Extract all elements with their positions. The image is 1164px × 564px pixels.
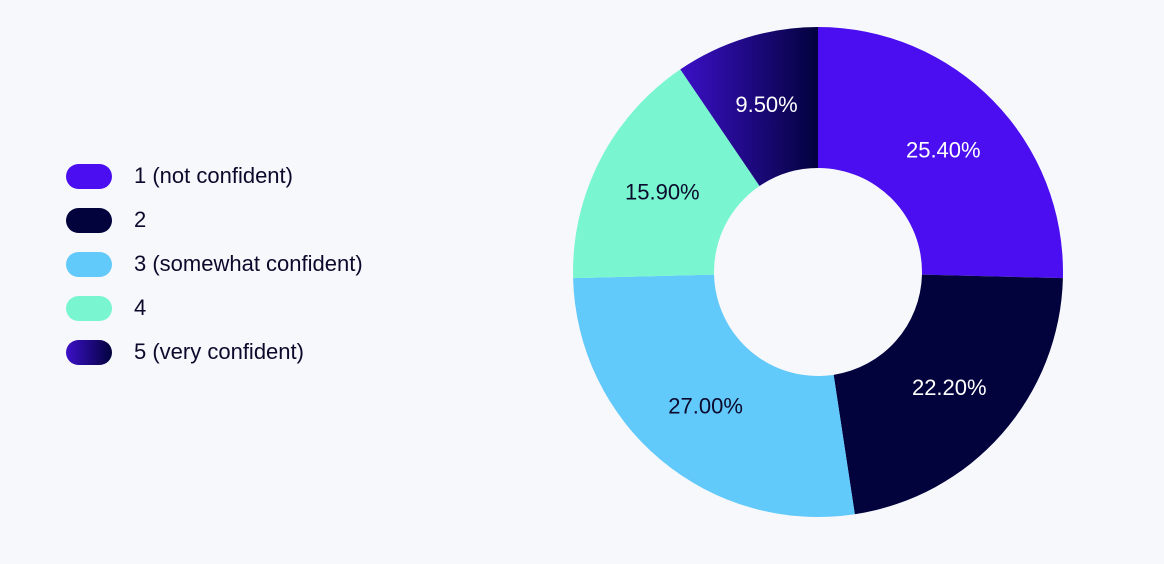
legend-label: 3 (somewhat confident) bbox=[134, 251, 363, 276]
slice-value-label: 15.90% bbox=[625, 180, 700, 205]
legend-label: 2 bbox=[134, 207, 147, 232]
legend-swatch bbox=[66, 339, 112, 365]
donut-slice bbox=[833, 274, 1063, 515]
legend-swatch bbox=[66, 163, 112, 189]
legend-item: 4 bbox=[66, 286, 446, 330]
slice-value-label: 22.20% bbox=[912, 375, 987, 400]
slice-value-label: 9.50% bbox=[735, 92, 797, 117]
legend-swatch bbox=[66, 295, 112, 321]
legend-item: 3 (somewhat confident) bbox=[66, 242, 446, 286]
legend-swatch bbox=[66, 207, 112, 233]
donut-slice bbox=[818, 27, 1063, 279]
legend-item: 1 (not confident) bbox=[66, 154, 446, 198]
legend-label: 1 (not confident) bbox=[134, 163, 293, 188]
donut-slice bbox=[680, 27, 818, 186]
slice-value-label: 25.40% bbox=[906, 137, 981, 162]
legend-item: 2 bbox=[66, 198, 446, 242]
chart-legend: 1 (not confident) 2 3 (somewhat confident)… bbox=[66, 154, 446, 374]
legend-swatch bbox=[66, 251, 112, 277]
legend-label: 4 bbox=[134, 295, 147, 320]
donut-slice bbox=[573, 69, 760, 279]
legend-label: 5 (very confident) bbox=[134, 339, 304, 364]
slice-value-label: 27.00% bbox=[668, 394, 743, 419]
legend-item: 5 (very confident) bbox=[66, 330, 446, 374]
donut-slice bbox=[573, 274, 855, 517]
